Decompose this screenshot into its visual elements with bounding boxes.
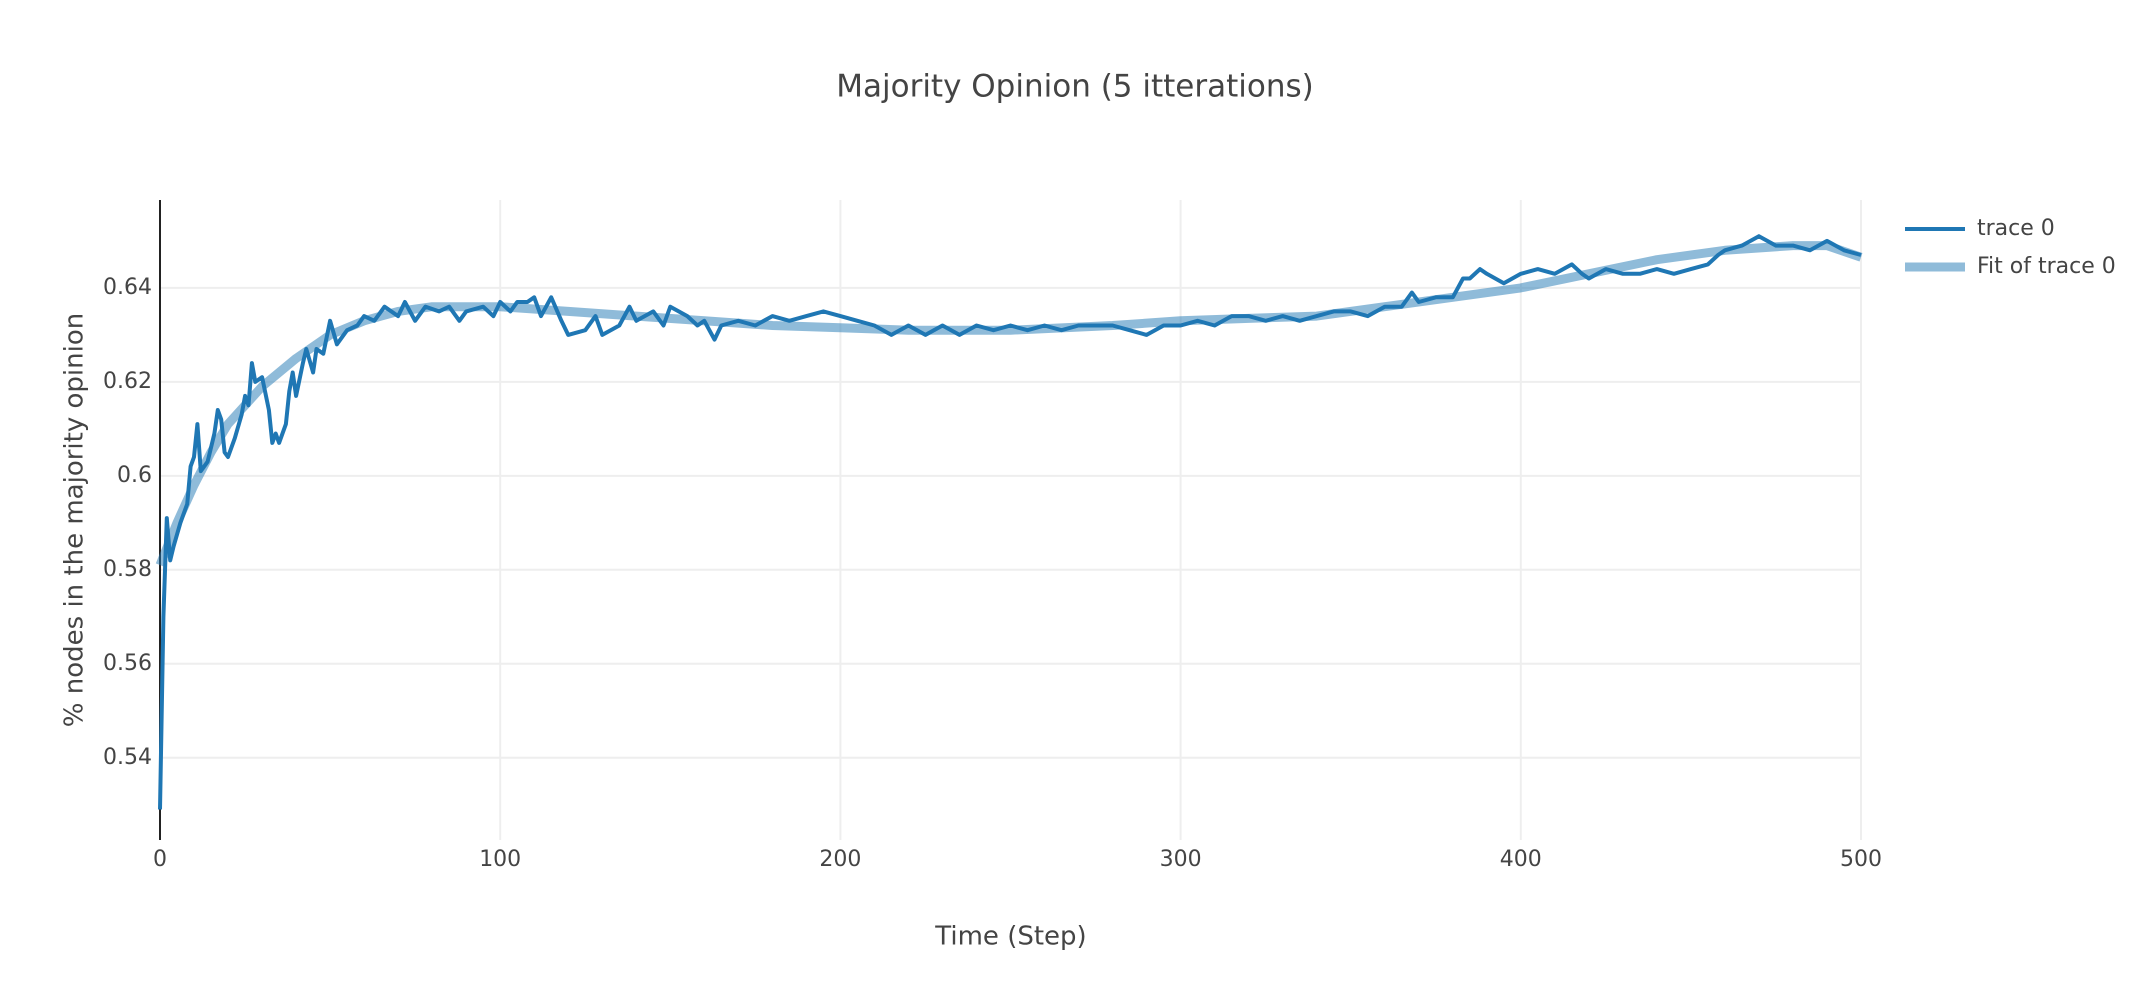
y-tick-label: 0.62 bbox=[103, 369, 152, 394]
x-axis-title: Time (Step) bbox=[934, 922, 1086, 952]
x-tick-label: 200 bbox=[819, 847, 861, 872]
y-axis-title: % nodes in the majority opinion bbox=[60, 313, 90, 727]
y-tick-label: 0.56 bbox=[103, 651, 152, 676]
y-tick-label: 0.54 bbox=[103, 745, 152, 770]
y-tick-label: 0.58 bbox=[103, 557, 152, 582]
x-tick-label: 400 bbox=[1500, 847, 1542, 872]
chart-title: Majority Opinion (5 itterations) bbox=[836, 69, 1314, 105]
x-tick-label: 300 bbox=[1160, 847, 1202, 872]
line-series bbox=[155, 241, 1863, 567]
line-series bbox=[158, 234, 1862, 810]
x-tick-label: 0 bbox=[153, 847, 167, 872]
y-tick-label: 0.6 bbox=[117, 463, 152, 488]
x-tick-label: 500 bbox=[1840, 847, 1882, 872]
legend-label: Fit of trace 0 bbox=[1977, 254, 2116, 279]
legend-label: trace 0 bbox=[1977, 216, 2055, 241]
x-tick-label: 100 bbox=[479, 847, 521, 872]
y-tick-label: 0.64 bbox=[103, 275, 152, 300]
